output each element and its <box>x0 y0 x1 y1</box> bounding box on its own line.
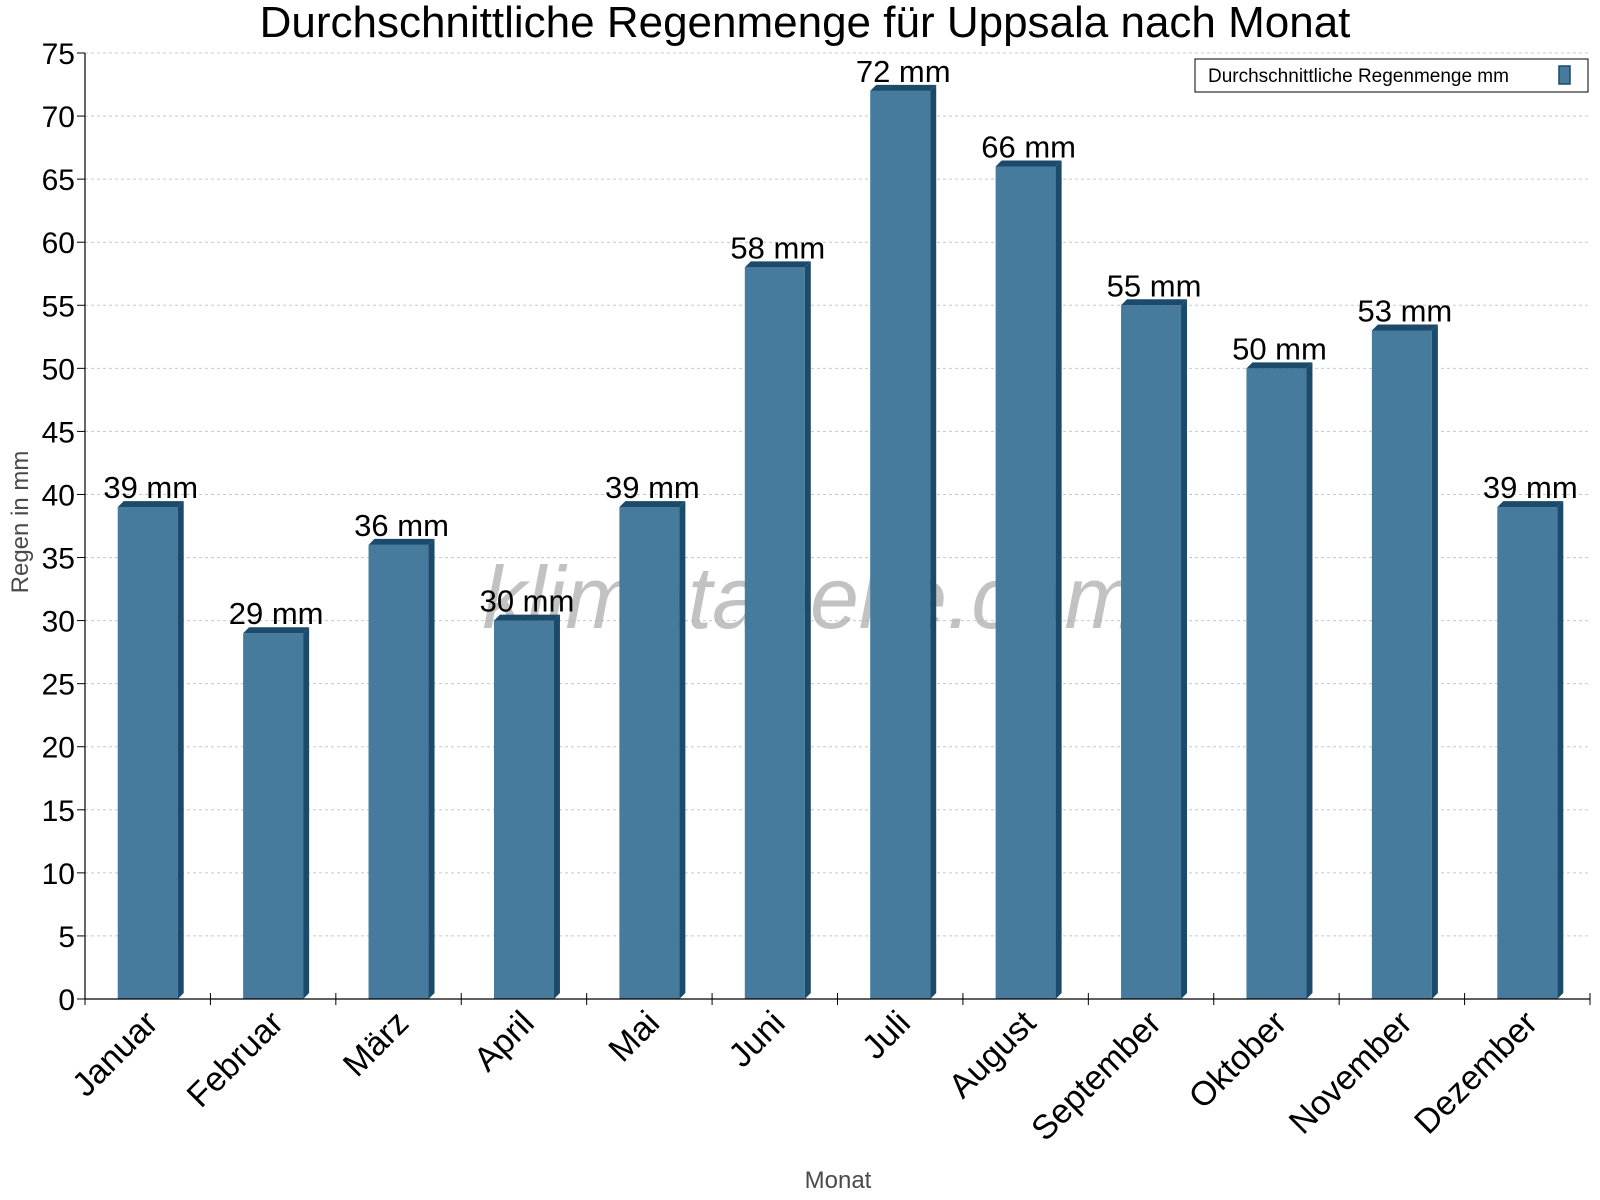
bar <box>995 166 1056 999</box>
bar-top <box>619 501 686 508</box>
bar <box>1246 368 1307 999</box>
bar <box>493 620 554 999</box>
y-tick-label: 50 <box>42 353 75 386</box>
y-tick-label: 75 <box>42 38 75 71</box>
bar-side <box>679 501 686 999</box>
x-tick-label: August <box>942 1003 1044 1105</box>
bar <box>243 633 304 999</box>
bar-top <box>117 501 184 508</box>
y-tick-label: 15 <box>42 795 75 828</box>
y-tick-label: 20 <box>42 732 75 765</box>
x-axis-title: Monat <box>805 1167 872 1194</box>
x-tick-label: Januar <box>65 1004 165 1104</box>
bar <box>619 507 680 999</box>
y-tick-label: 65 <box>42 164 75 197</box>
bar-side <box>303 627 310 999</box>
y-tick-label: 55 <box>42 290 75 323</box>
bar <box>368 544 429 999</box>
bar-top <box>870 84 937 91</box>
x-tick-label: Mai <box>601 1004 667 1070</box>
data-label: 36 mm <box>354 508 449 543</box>
bar-top <box>368 538 435 545</box>
y-tick-label: 60 <box>42 227 75 260</box>
y-tick-label: 45 <box>42 416 75 449</box>
y-axis-title: Regen in mm <box>7 451 34 594</box>
chart-title: Durchschnittliche Regenmenge für Uppsala… <box>260 0 1351 47</box>
data-label: 39 mm <box>103 470 198 505</box>
bar-side <box>1181 299 1188 999</box>
bar-side <box>177 501 184 999</box>
data-label: 66 mm <box>981 130 1076 165</box>
data-label: 30 mm <box>480 584 575 619</box>
y-tick-label: 0 <box>58 984 75 1017</box>
y-tick-label: 70 <box>42 101 75 134</box>
data-labels: 39 mm 29 mm 36 mm 30 mm 39 mm 58 mm 72 mm 66 mm… <box>103 54 1577 631</box>
bars <box>117 84 1564 1000</box>
bar <box>1121 305 1182 999</box>
data-label: 72 mm <box>856 54 951 89</box>
x-tick-label: September <box>1024 1004 1168 1148</box>
bar <box>870 90 931 1000</box>
bar-top <box>493 614 560 621</box>
data-label: 39 mm <box>605 470 700 505</box>
bar-top <box>744 261 811 268</box>
data-label: 39 mm <box>1483 470 1578 505</box>
bar-side <box>553 614 560 999</box>
bar <box>1371 330 1432 999</box>
x-tick-label: Dezember <box>1407 1004 1545 1142</box>
bar <box>744 267 805 1000</box>
data-label: 55 mm <box>1107 268 1202 303</box>
bar-top <box>995 160 1062 167</box>
legend-swatch <box>1558 65 1571 85</box>
y-tick-label: 10 <box>42 858 75 891</box>
y-tick-label: 25 <box>42 669 75 702</box>
x-tick-label: April <box>467 1004 542 1079</box>
y-tick-label: 5 <box>58 921 75 954</box>
grid-lines <box>85 52 1590 937</box>
bar <box>117 507 178 999</box>
bar-side <box>1055 160 1062 999</box>
y-tick-label: 35 <box>42 543 75 576</box>
legend-label: Durchschnittliche Regenmenge mm <box>1208 66 1509 87</box>
bar-top <box>1371 324 1438 331</box>
x-tick-label: Februar <box>180 1004 291 1115</box>
x-tick-label: Juni <box>721 1004 792 1075</box>
bar-top <box>1497 501 1564 508</box>
x-tick-label: März <box>336 1004 416 1084</box>
legend: Durchschnittliche Regenmenge mm <box>1194 58 1589 93</box>
x-tick-label: November <box>1282 1004 1420 1142</box>
bar-side <box>1306 362 1313 999</box>
data-label: 58 mm <box>730 230 825 265</box>
bar-side <box>1557 501 1564 999</box>
bar-top <box>1121 299 1188 306</box>
x-tick-label: Oktober <box>1182 1004 1294 1116</box>
bar <box>1497 507 1558 999</box>
data-label: 53 mm <box>1358 293 1453 328</box>
bar-side <box>1431 324 1438 999</box>
bar-top <box>1246 362 1313 369</box>
y-tick-label: 30 <box>42 606 75 639</box>
x-tick-label: Juli <box>855 1004 918 1067</box>
data-label: 29 mm <box>229 596 324 631</box>
bar-side <box>428 538 435 999</box>
data-label: 50 mm <box>1232 331 1327 366</box>
bar-side <box>804 261 811 1000</box>
bar-side <box>930 84 937 1000</box>
bar-top <box>243 627 310 634</box>
legend-box <box>1194 58 1589 93</box>
y-tick-label: 40 <box>42 479 75 512</box>
